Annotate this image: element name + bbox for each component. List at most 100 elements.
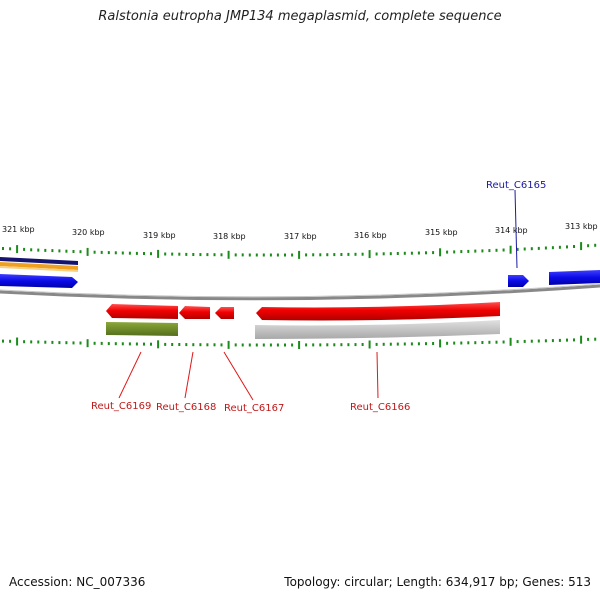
scale-major-tick xyxy=(157,340,160,349)
scale-minor-tick xyxy=(276,343,279,347)
scale-minor-tick xyxy=(121,251,124,255)
leader-lines xyxy=(118,189,518,401)
scale-minor-tick xyxy=(65,249,68,253)
scale-label: 320 kbp xyxy=(72,228,105,237)
scale-minor-tick xyxy=(128,342,131,346)
forward-gene-left[interactable] xyxy=(0,274,78,288)
scale-minor-tick xyxy=(248,343,251,347)
scale-minor-tick xyxy=(382,252,385,256)
scale-minor-tick xyxy=(396,342,399,346)
gene-label-reut-c6169[interactable]: Reut_C6169 xyxy=(91,401,151,412)
gray-track-feature[interactable] xyxy=(255,320,500,339)
forward-gene-reut-c6165[interactable] xyxy=(508,275,529,287)
scale-minor-tick xyxy=(375,252,378,256)
scale-minor-tick xyxy=(573,245,575,248)
scale-minor-tick xyxy=(481,249,484,253)
scale-minor-tick xyxy=(417,342,420,346)
scale-minor-tick xyxy=(143,252,145,255)
forward-gene-right[interactable] xyxy=(549,270,600,285)
gene-label-reut-c6168[interactable]: Reut_C6168 xyxy=(156,402,216,413)
gene-label-reut-c6166[interactable]: Reut_C6166 xyxy=(350,402,410,413)
scale-minor-tick xyxy=(128,251,131,255)
scale-minor-tick xyxy=(185,343,188,347)
scale-minor-tick xyxy=(291,343,294,347)
scale-minor-tick xyxy=(234,253,237,257)
scale-minor-tick xyxy=(93,341,96,345)
scale-minor-tick xyxy=(417,251,420,255)
scale-minor-tick xyxy=(594,243,597,247)
scale-minor-tick xyxy=(305,253,308,257)
scale-minor-tick xyxy=(37,340,40,344)
scale-minor-tick xyxy=(206,253,209,257)
gene-label-reut-c6167[interactable]: Reut_C6167 xyxy=(224,403,284,414)
scale-minor-tick xyxy=(544,246,547,250)
scale-minor-tick xyxy=(23,340,26,344)
scale-label: 319 kbp xyxy=(143,231,176,240)
scale-minor-tick xyxy=(2,247,4,250)
scale-minor-tick xyxy=(523,247,526,251)
olive-track-feature[interactable] xyxy=(106,322,178,336)
scale-major-tick xyxy=(157,249,160,258)
scale-minor-tick xyxy=(291,253,294,257)
scale-minor-tick xyxy=(72,341,75,345)
scale-minor-tick xyxy=(354,252,357,256)
scale-minor-tick xyxy=(396,252,399,255)
scale-minor-tick xyxy=(361,252,364,256)
scale-minor-tick xyxy=(213,253,216,257)
scale-minor-tick xyxy=(9,339,12,343)
scale-minor-tick xyxy=(474,249,477,253)
reverse-gene-reut-c6167[interactable] xyxy=(215,307,234,319)
scale-minor-tick xyxy=(495,248,498,252)
scale-label: 318 kbp xyxy=(213,232,246,241)
scale-minor-tick xyxy=(516,340,519,344)
scale-minor-tick xyxy=(537,246,540,250)
scale-minor-tick xyxy=(467,341,470,345)
scale-minor-tick xyxy=(255,253,258,257)
scale-minor-tick xyxy=(213,343,216,347)
scale-minor-tick xyxy=(114,342,117,346)
scale-minor-tick xyxy=(220,343,223,347)
leader-line-reut-c6167 xyxy=(223,351,254,401)
scale-minor-tick xyxy=(594,337,597,341)
scale-minor-tick xyxy=(530,339,533,343)
scale-minor-tick xyxy=(44,248,47,252)
scale-minor-tick xyxy=(114,251,117,255)
scale-minor-tick xyxy=(37,248,40,252)
orange-track-feature[interactable] xyxy=(0,262,78,270)
scale-major-tick xyxy=(439,339,442,348)
navy-track-feature[interactable] xyxy=(0,257,78,265)
reverse-gene-reut-c6168[interactable] xyxy=(179,306,210,319)
scale-minor-tick xyxy=(382,342,385,346)
scale-minor-tick xyxy=(319,253,322,257)
reverse-gene-reut-c6169[interactable] xyxy=(106,304,178,319)
leader-line-reut-c6169 xyxy=(118,351,142,399)
scale-minor-tick xyxy=(269,253,272,257)
scale-minor-tick xyxy=(573,338,575,342)
scale-minor-tick xyxy=(587,244,590,248)
scale-minor-tick xyxy=(269,343,272,347)
scale-minor-tick xyxy=(30,248,33,252)
scale-minor-tick xyxy=(241,253,244,257)
scale-minor-tick xyxy=(51,340,54,344)
scale-minor-tick xyxy=(206,343,209,347)
scale-minor-tick xyxy=(566,338,568,342)
gene-label-reut-c6165[interactable]: Reut_C6165 xyxy=(486,180,546,191)
scale-minor-tick xyxy=(502,340,505,344)
scale-minor-tick xyxy=(537,339,540,343)
scale-major-tick xyxy=(227,250,230,259)
scale-minor-tick xyxy=(199,343,202,347)
scale-minor-tick xyxy=(460,341,463,345)
scale-minor-tick xyxy=(185,252,188,256)
reverse-gene-reut-c6166[interactable] xyxy=(256,302,500,321)
scale-minor-tick xyxy=(474,341,477,345)
scale-minor-tick xyxy=(403,251,406,255)
scale-minor-tick xyxy=(389,252,392,256)
scale-minor-tick xyxy=(255,343,258,347)
scale-minor-tick xyxy=(516,247,519,251)
scale-label: 315 kbp xyxy=(425,228,458,237)
scale-minor-tick xyxy=(523,339,526,343)
scale-minor-tick xyxy=(530,247,533,251)
scale-minor-tick xyxy=(284,253,286,257)
scale-major-tick xyxy=(580,242,583,251)
